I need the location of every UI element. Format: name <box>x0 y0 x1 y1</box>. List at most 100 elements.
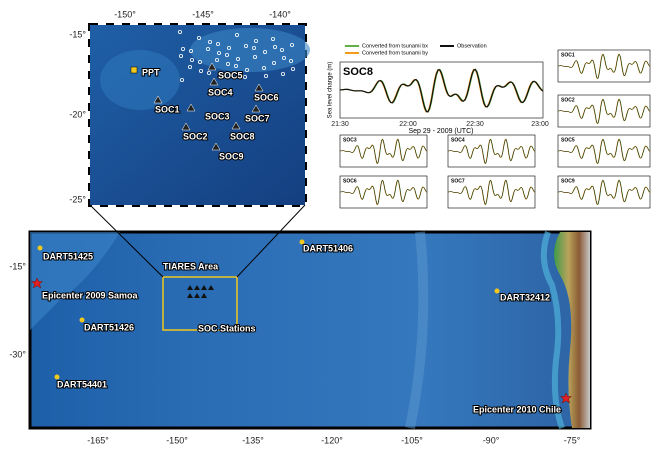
atoll <box>261 66 266 71</box>
lon-tick-label: -150° <box>166 435 188 445</box>
lon-tick-label: -120° <box>321 435 343 445</box>
atoll <box>251 46 256 51</box>
atoll <box>280 72 285 77</box>
panel-title: SOC8 <box>343 66 373 78</box>
atoll <box>215 42 220 47</box>
lon-tick-label: -140° <box>269 9 291 19</box>
panel-title: SOC4 <box>451 137 465 143</box>
x-tick-label: 23:00 <box>531 121 549 128</box>
station-label: SOC6 <box>254 92 279 102</box>
map-label: Epicenter 2010 Chile <box>473 404 561 414</box>
atoll <box>226 46 231 51</box>
x-tick-label: 22:30 <box>466 121 484 128</box>
station-marker <box>186 103 196 112</box>
station-marker <box>194 293 200 298</box>
waveform <box>557 53 651 79</box>
station-marker <box>153 95 163 104</box>
map-label: DART32412 <box>500 292 550 302</box>
atoll <box>214 58 219 63</box>
lon-tick-label: -75° <box>564 435 581 445</box>
legend-label: Converted from tsunami bx <box>362 43 428 49</box>
atoll <box>224 53 229 58</box>
atoll <box>235 57 240 62</box>
waveform <box>557 179 651 205</box>
lon-tick-label: -105° <box>401 435 423 445</box>
inset-map: PPT SOC5 SOC4 SOC6 SOC1 SOC3 SOC7 SOC2 SOC8 SOC9 <box>88 23 310 207</box>
station-label: SOC9 <box>219 151 244 161</box>
map-label: TIARES Area <box>163 261 219 271</box>
station-marker <box>207 62 217 71</box>
lon-tick-label: -135° <box>242 435 264 445</box>
map-label: DART54401 <box>57 379 107 389</box>
station-marker <box>211 142 221 151</box>
epicenter <box>559 392 573 404</box>
station-marker <box>181 122 191 131</box>
panel-title: SOC7 <box>451 178 465 184</box>
station-marker <box>251 104 261 113</box>
atoll <box>234 33 239 38</box>
atoll <box>281 56 286 61</box>
panel-title: SOC9 <box>561 178 575 184</box>
lat-tick-label: -25° <box>69 194 86 204</box>
atoll <box>290 67 295 72</box>
atoll <box>216 51 221 56</box>
atoll <box>242 75 247 80</box>
dart-buoy <box>37 245 43 251</box>
station-label: SOC4 <box>208 87 233 97</box>
dart-buoy <box>54 374 60 380</box>
atoll <box>233 64 238 69</box>
epicenter <box>30 277 44 289</box>
station-marker <box>194 285 200 290</box>
atoll <box>270 37 275 42</box>
atoll <box>197 60 202 65</box>
shallow-zone <box>190 28 310 72</box>
atoll <box>253 39 258 44</box>
y-axis-label: Sea level change (m) <box>328 62 334 119</box>
station-marker <box>130 66 138 74</box>
ocean <box>28 230 592 430</box>
connector <box>89 204 164 278</box>
atoll <box>262 50 267 55</box>
station-marker <box>231 121 241 130</box>
waveform <box>339 179 428 205</box>
waveform <box>447 138 536 164</box>
atoll <box>252 55 257 60</box>
atoll <box>187 65 192 70</box>
atoll <box>206 71 211 76</box>
dart-buoy <box>79 317 85 323</box>
waveform <box>557 138 651 164</box>
station-label: PPT <box>142 67 160 77</box>
station-label: SOC3 <box>205 111 230 121</box>
station-label: SOC2 <box>183 131 208 141</box>
station-marker <box>254 83 264 92</box>
waveform <box>557 98 651 124</box>
station-marker <box>201 285 207 290</box>
shelf <box>540 230 565 430</box>
map-label: SOC Stations <box>198 323 256 333</box>
panel-title: SOC3 <box>343 137 357 143</box>
panel-title: SOC2 <box>561 97 575 103</box>
panel-title: SOC6 <box>343 178 357 184</box>
atolls <box>177 29 295 83</box>
map-label: DART51426 <box>84 322 134 332</box>
lon-tick-label: -150° <box>114 9 136 19</box>
map-label: Epicenter 2009 Samoa <box>42 290 139 300</box>
lat-tick-label: -15° <box>69 29 86 39</box>
land <box>554 232 590 428</box>
x-tick-label: 21:30 <box>331 121 349 128</box>
atoll <box>271 61 276 66</box>
atoll <box>263 74 268 79</box>
lat-tick-label: -20° <box>69 109 86 119</box>
atoll <box>225 62 230 67</box>
tiares-box <box>162 276 238 331</box>
atoll <box>244 68 249 73</box>
station-marker <box>187 293 193 298</box>
map-label: DART51425 <box>43 251 93 261</box>
atoll <box>243 44 248 49</box>
lon-tick-label: -145° <box>192 9 214 19</box>
atoll <box>188 49 193 54</box>
ridge <box>405 231 429 429</box>
atoll <box>279 48 284 53</box>
waveform <box>339 68 544 113</box>
